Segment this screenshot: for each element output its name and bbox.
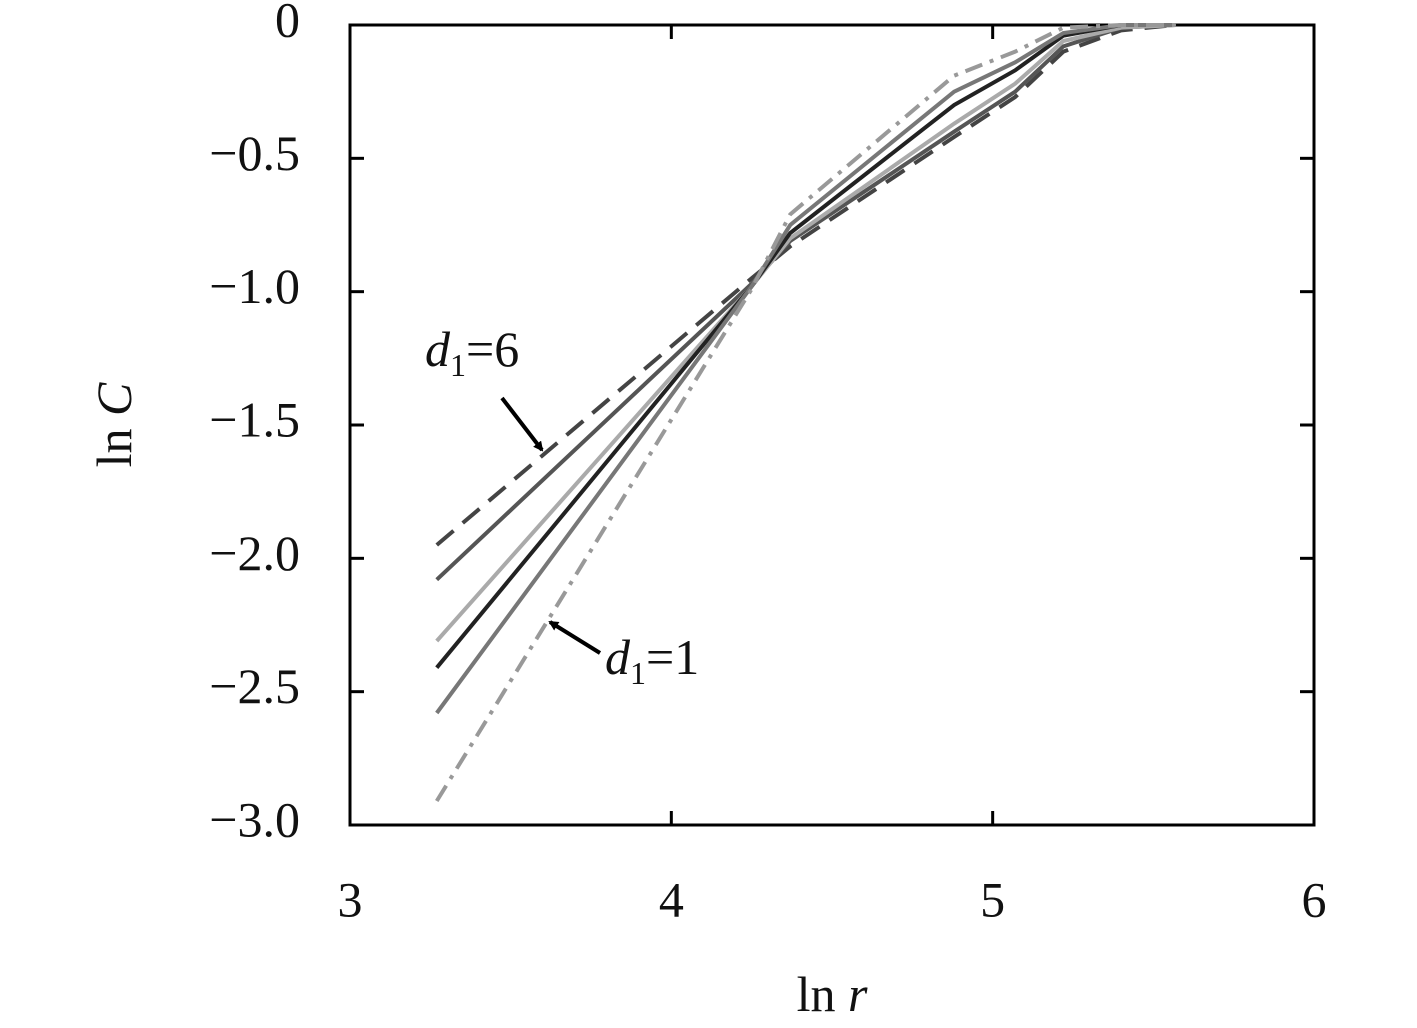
x-tick-label: 4 xyxy=(659,871,684,927)
annotation-sub: 1 xyxy=(450,347,466,383)
y-tick-label: −2.5 xyxy=(209,658,300,714)
annotation-rest: =1 xyxy=(646,629,699,685)
plot-frame xyxy=(348,23,1316,827)
y-tick-label: −1.0 xyxy=(209,258,300,314)
y-tick-label: −2.0 xyxy=(209,525,300,581)
annotation-sub: 1 xyxy=(630,655,646,691)
annotation-arrow xyxy=(548,620,602,655)
x-tick-label: 6 xyxy=(1302,871,1327,927)
y-label-fn: ln xyxy=(86,428,142,467)
x-tick-label: 5 xyxy=(980,871,1005,927)
y-tick-label: −3.0 xyxy=(209,791,300,847)
annotation-rest: =6 xyxy=(466,321,519,377)
x-label-fn: ln xyxy=(797,966,836,1022)
annotation-var: d xyxy=(425,321,451,377)
data-line xyxy=(435,23,1176,582)
annotation-arrow xyxy=(500,396,544,452)
y-tick-label: 0 xyxy=(275,0,300,47)
x-axis-label: ln r xyxy=(797,966,868,1022)
data-line xyxy=(435,23,1177,547)
annotation: d1=1 xyxy=(605,629,699,691)
y-axis-label: ln C xyxy=(86,382,142,467)
y-label-var: C xyxy=(86,382,142,416)
x-tick-label: 3 xyxy=(338,871,363,927)
data-line xyxy=(435,23,1176,643)
y-tick-label: −0.5 xyxy=(209,125,300,181)
y-tick-label: −1.5 xyxy=(209,391,300,447)
annotation: d1=6 xyxy=(425,321,519,383)
data-line xyxy=(435,23,1176,669)
data-line xyxy=(435,23,1176,715)
annotation-var: d xyxy=(605,629,631,685)
data-line xyxy=(435,23,1176,803)
x-label-var: r xyxy=(848,966,868,1022)
